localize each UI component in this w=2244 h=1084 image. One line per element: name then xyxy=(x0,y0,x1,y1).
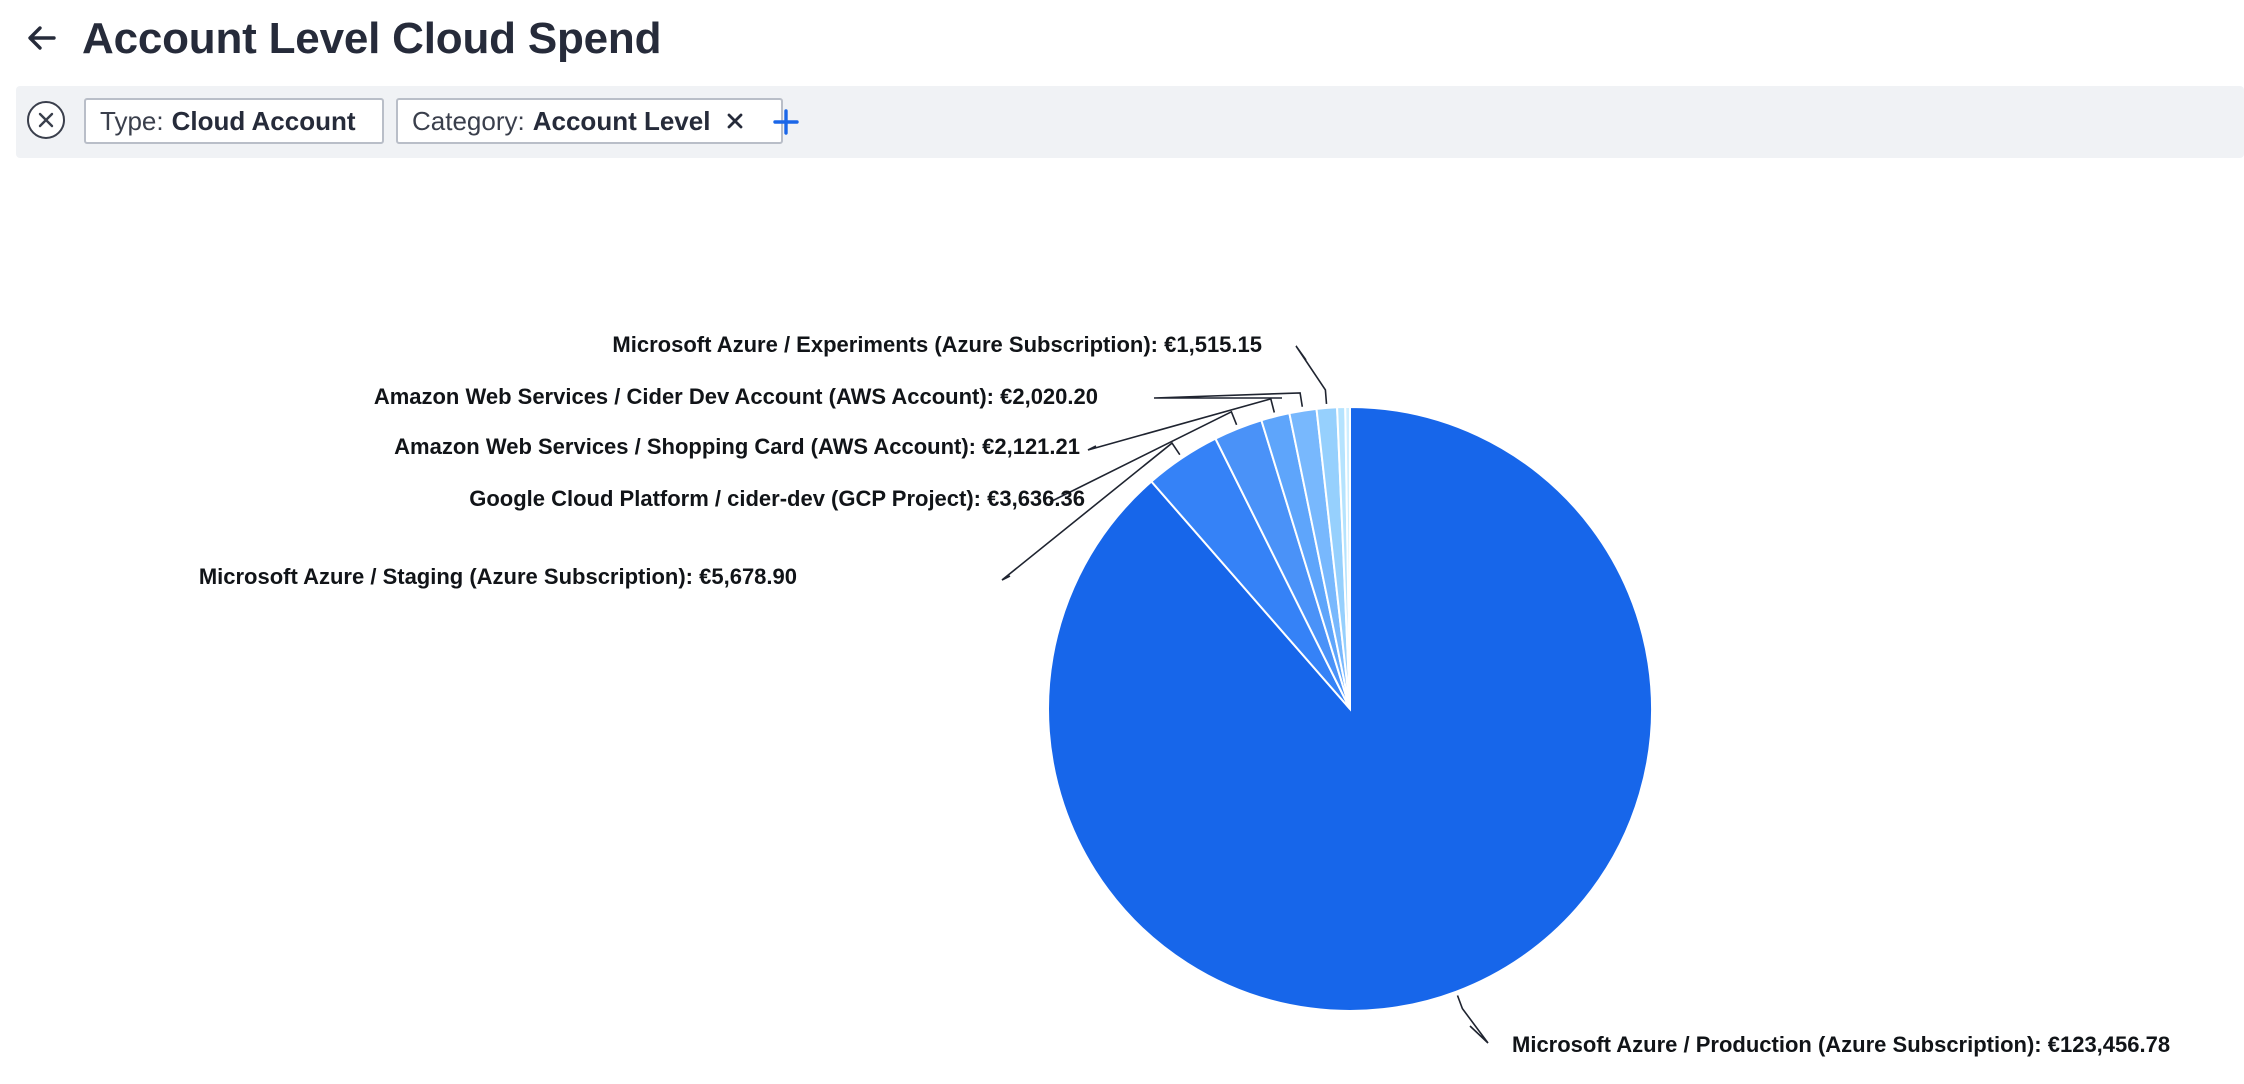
pie-label-connector xyxy=(1001,441,1181,581)
pie-label-connector xyxy=(1049,410,1238,503)
pie-slice-label: Amazon Web Services / Cider Dev Account … xyxy=(374,384,1098,409)
clear-filters-button[interactable] xyxy=(27,101,65,139)
filter-chip-type[interactable]: Type: Cloud Account xyxy=(84,98,384,144)
close-circle-icon xyxy=(38,112,54,128)
filter-chip-category[interactable]: Category: Account Level xyxy=(396,98,783,144)
remove-filter-button[interactable] xyxy=(724,110,746,132)
filter-chip-value: Cloud Account xyxy=(171,105,356,136)
pie-label-connector xyxy=(1153,392,1304,407)
close-icon xyxy=(728,113,743,129)
pie-slice-label: Amazon Web Services / Shopping Card (AWS… xyxy=(394,434,1080,459)
pie-slice-label: Microsoft Azure / Production (Azure Subs… xyxy=(1512,1032,2170,1057)
page-title: Account Level Cloud Spend xyxy=(82,14,662,63)
pie-chart: Microsoft Azure / Production (Azure Subs… xyxy=(199,332,2170,1057)
filter-chip-key: Type: xyxy=(100,105,164,136)
filter-chip-key: Category: xyxy=(412,105,525,136)
pie-slice-label: Microsoft Azure / Staging (Azure Subscri… xyxy=(199,564,797,589)
arrow-left-icon xyxy=(28,26,56,50)
pie-slice[interactable] xyxy=(1344,405,1351,710)
plus-icon xyxy=(773,109,799,135)
pie-slice-label: Microsoft Azure / Experiments (Azure Sub… xyxy=(612,332,1262,357)
add-filter-button[interactable] xyxy=(770,106,802,138)
filter-chip-value: Account Level xyxy=(532,105,711,136)
pie-slice-label: Google Cloud Platform / cider-dev (GCP P… xyxy=(469,486,1085,511)
page-header: Account Level Cloud Spend xyxy=(0,0,2244,80)
pie-label-connector xyxy=(1456,995,1489,1044)
filter-bar: Type: Cloud Account Category: Account Le… xyxy=(16,86,2244,158)
pie-label-connector xyxy=(1295,345,1328,404)
back-button[interactable] xyxy=(22,18,62,58)
pie-label-connector xyxy=(1087,397,1276,451)
